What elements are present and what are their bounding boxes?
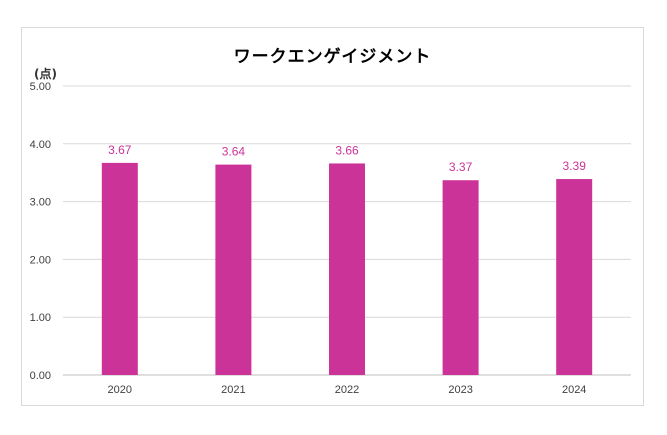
y-tick-label: 4.00 <box>30 139 51 151</box>
y-tick-label: 3.00 <box>30 197 51 209</box>
y-tick-label: 5.00 <box>30 81 51 93</box>
bar <box>329 163 365 375</box>
bar <box>101 162 138 375</box>
x-tick-label: 2020 <box>108 384 132 396</box>
x-tick-label: 2021 <box>221 384 245 396</box>
data-label: 3.37 <box>449 160 473 174</box>
y-tick-label: 2.00 <box>30 254 51 266</box>
data-label: 3.66 <box>335 143 359 157</box>
bar <box>442 180 479 375</box>
y-tick-label: 0.00 <box>30 370 51 382</box>
chart-title: ワークエンゲイジメント <box>233 47 432 67</box>
bar <box>215 164 252 375</box>
y-tick-label: 1.00 <box>30 312 51 324</box>
y-axis-unit-label: (点) <box>34 67 57 81</box>
x-tick-label: 2022 <box>335 384 359 396</box>
data-label: 3.39 <box>563 159 587 173</box>
x-tick-label: 2023 <box>448 384 472 396</box>
data-label: 3.67 <box>108 143 132 157</box>
x-tick-label: 2024 <box>562 384 586 396</box>
bar <box>556 179 593 375</box>
data-label: 3.64 <box>222 145 246 159</box>
